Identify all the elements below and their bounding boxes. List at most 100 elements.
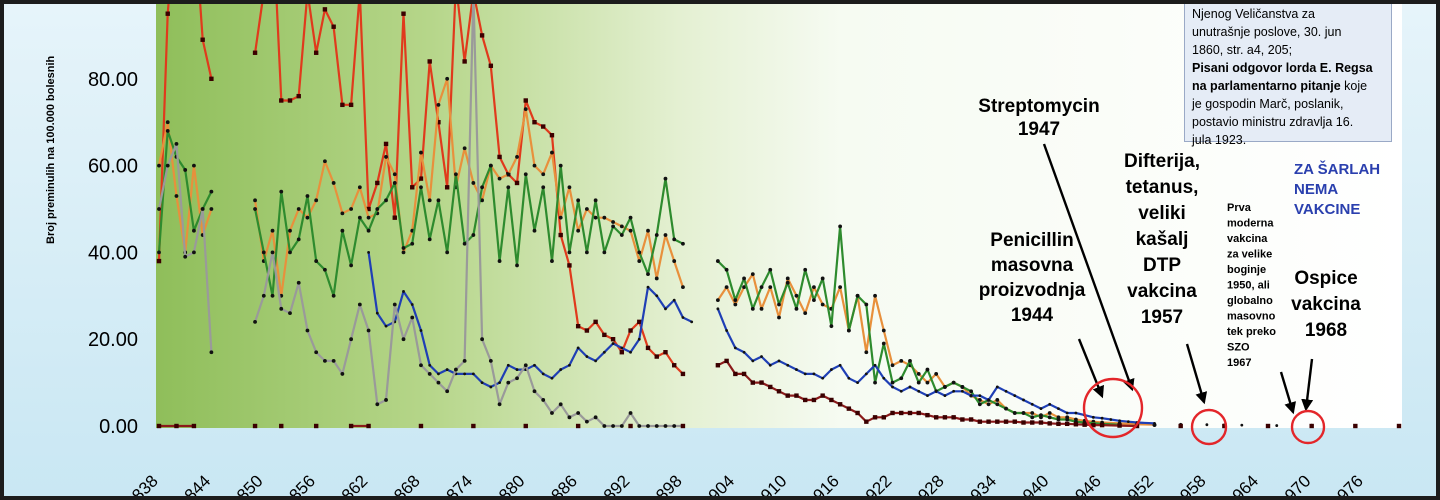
data-point [890, 410, 895, 416]
annotation-arrow [1185, 343, 1208, 405]
data-point [926, 394, 929, 398]
data-point [427, 372, 432, 376]
data-point [864, 350, 869, 355]
x-tick-label: 1868 [384, 471, 424, 500]
data-point [899, 376, 904, 381]
x-tick-label: 1838 [122, 471, 162, 500]
data-point [602, 424, 607, 428]
data-point [838, 363, 842, 367]
data-point [296, 237, 301, 242]
data-point [785, 280, 790, 285]
annotation-line: masovna [991, 255, 1074, 276]
data-point [593, 319, 598, 325]
data-point [156, 258, 162, 264]
data-point [305, 328, 310, 333]
data-point [1065, 417, 1070, 422]
data-point [454, 367, 458, 372]
data-point [881, 328, 886, 333]
data-point [829, 397, 834, 403]
data-point [1004, 406, 1008, 411]
annotation-line: NEMA [1294, 181, 1338, 198]
data-point [558, 232, 563, 238]
data-point [750, 380, 756, 385]
highlight-circle [1190, 408, 1228, 446]
data-point [252, 50, 258, 55]
data-point [803, 372, 807, 376]
annotation-line: ZA ŠARLAH [1294, 160, 1380, 178]
data-point [401, 246, 406, 250]
data-point [515, 368, 519, 371]
data-point [1100, 416, 1104, 420]
source-line: je gospodin Marč, poslanik, [1192, 97, 1344, 111]
data-point [664, 307, 667, 311]
data-point [305, 215, 310, 220]
data-point [977, 402, 982, 407]
data-point [515, 376, 519, 381]
data-point [471, 181, 476, 185]
data-point [733, 302, 738, 307]
data-point [1222, 423, 1227, 429]
data-point [383, 141, 389, 147]
data-point [445, 389, 450, 394]
data-point [523, 107, 528, 112]
data-point [837, 402, 843, 407]
data-point [532, 120, 537, 125]
data-point [1012, 411, 1017, 415]
data-point [480, 185, 484, 190]
data-point [672, 363, 677, 368]
data-point [724, 285, 729, 290]
data-point [655, 294, 659, 298]
data-point [331, 181, 336, 185]
data-point [1118, 419, 1121, 423]
data-point [611, 220, 615, 224]
data-point [523, 98, 528, 103]
data-point [497, 154, 502, 160]
data-point [759, 306, 764, 311]
data-point [436, 198, 441, 203]
data-point [1082, 422, 1087, 427]
data-point [934, 372, 939, 376]
x-tick-label: 1952 [1117, 471, 1157, 500]
data-point [480, 337, 484, 342]
data-point [925, 412, 930, 418]
data-point [1117, 423, 1122, 428]
data-point [1012, 419, 1017, 424]
data-point [568, 363, 571, 367]
data-point [1178, 423, 1183, 429]
data-point [855, 293, 860, 298]
data-point [619, 224, 624, 229]
data-point [410, 241, 415, 246]
data-point [829, 368, 833, 371]
data-point [733, 346, 737, 350]
data-point [1022, 398, 1025, 402]
data-point [584, 419, 589, 424]
data-point [680, 423, 686, 429]
x-tick-label: 1970 [1274, 471, 1314, 500]
data-point [192, 163, 196, 168]
y-tick-label: 60.00 [88, 156, 138, 178]
data-point [873, 293, 877, 298]
data-point [270, 250, 275, 255]
data-point [881, 415, 886, 420]
data-point [925, 367, 930, 372]
annotation-line: 1944 [1011, 305, 1054, 326]
data-point [314, 259, 319, 263]
annotation-line: proizvodnja [979, 280, 1086, 301]
x-tick-label: 1958 [1170, 471, 1210, 500]
x-tick-label: 1916 [803, 471, 843, 500]
data-point [323, 359, 327, 363]
data-point [855, 410, 860, 416]
data-point [1021, 420, 1026, 425]
data-point [200, 207, 205, 211]
data-point [1353, 423, 1358, 429]
data-point [1275, 424, 1279, 427]
data-point [593, 215, 598, 220]
data-point [375, 180, 380, 186]
source-line: koje [1340, 79, 1368, 93]
data-point [969, 394, 973, 398]
data-point [637, 250, 642, 255]
data-point [498, 381, 501, 384]
data-point [715, 259, 720, 263]
data-point [313, 50, 319, 55]
data-point [890, 380, 895, 385]
